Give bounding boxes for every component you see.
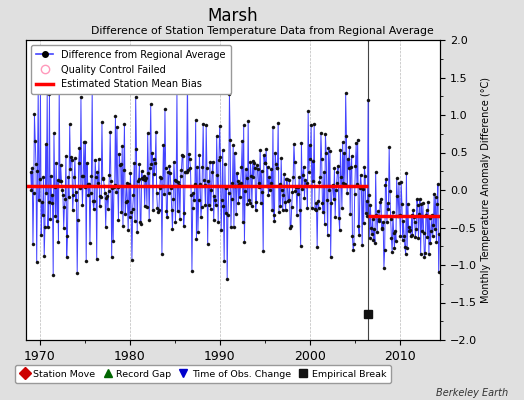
Y-axis label: Monthly Temperature Anomaly Difference (°C): Monthly Temperature Anomaly Difference (… [481,77,491,303]
Difference from Regional Average [334,169,341,174]
Legend: Difference from Regional Average, Quality Control Failed, Estimated Station Mean: Difference from Regional Average, Qualit… [31,45,231,94]
Line: Difference from Regional Average: Difference from Regional Average [29,75,441,280]
Difference from Regional Average [224,276,231,281]
Difference from Regional Average [436,232,443,236]
Text: Berkeley Earth: Berkeley Earth [436,388,508,398]
Difference from Regional Average [63,154,69,158]
Difference from Regional Average [242,188,248,193]
Legend: Station Move, Record Gap, Time of Obs. Change, Empirical Break: Station Move, Record Gap, Time of Obs. C… [15,365,391,383]
Difference from Regional Average [28,170,34,174]
Text: Difference of Station Temperature Data from Regional Average: Difference of Station Temperature Data f… [91,26,433,36]
Difference from Regional Average [312,208,319,212]
Difference from Regional Average [39,200,45,205]
Difference from Regional Average [333,188,339,193]
Difference from Regional Average [184,74,191,79]
Title: Marsh: Marsh [208,6,258,24]
